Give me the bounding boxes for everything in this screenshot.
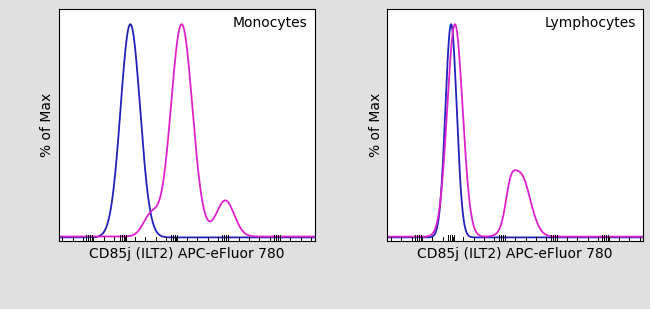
Y-axis label: % of Max: % of Max	[40, 93, 55, 157]
X-axis label: CD85j (ILT2) APC-eFluor 780: CD85j (ILT2) APC-eFluor 780	[89, 247, 285, 260]
Y-axis label: % of Max: % of Max	[369, 93, 383, 157]
X-axis label: CD85j (ILT2) APC-eFluor 780: CD85j (ILT2) APC-eFluor 780	[417, 247, 613, 260]
Text: Monocytes: Monocytes	[233, 16, 307, 30]
Text: Lymphocytes: Lymphocytes	[545, 16, 636, 30]
